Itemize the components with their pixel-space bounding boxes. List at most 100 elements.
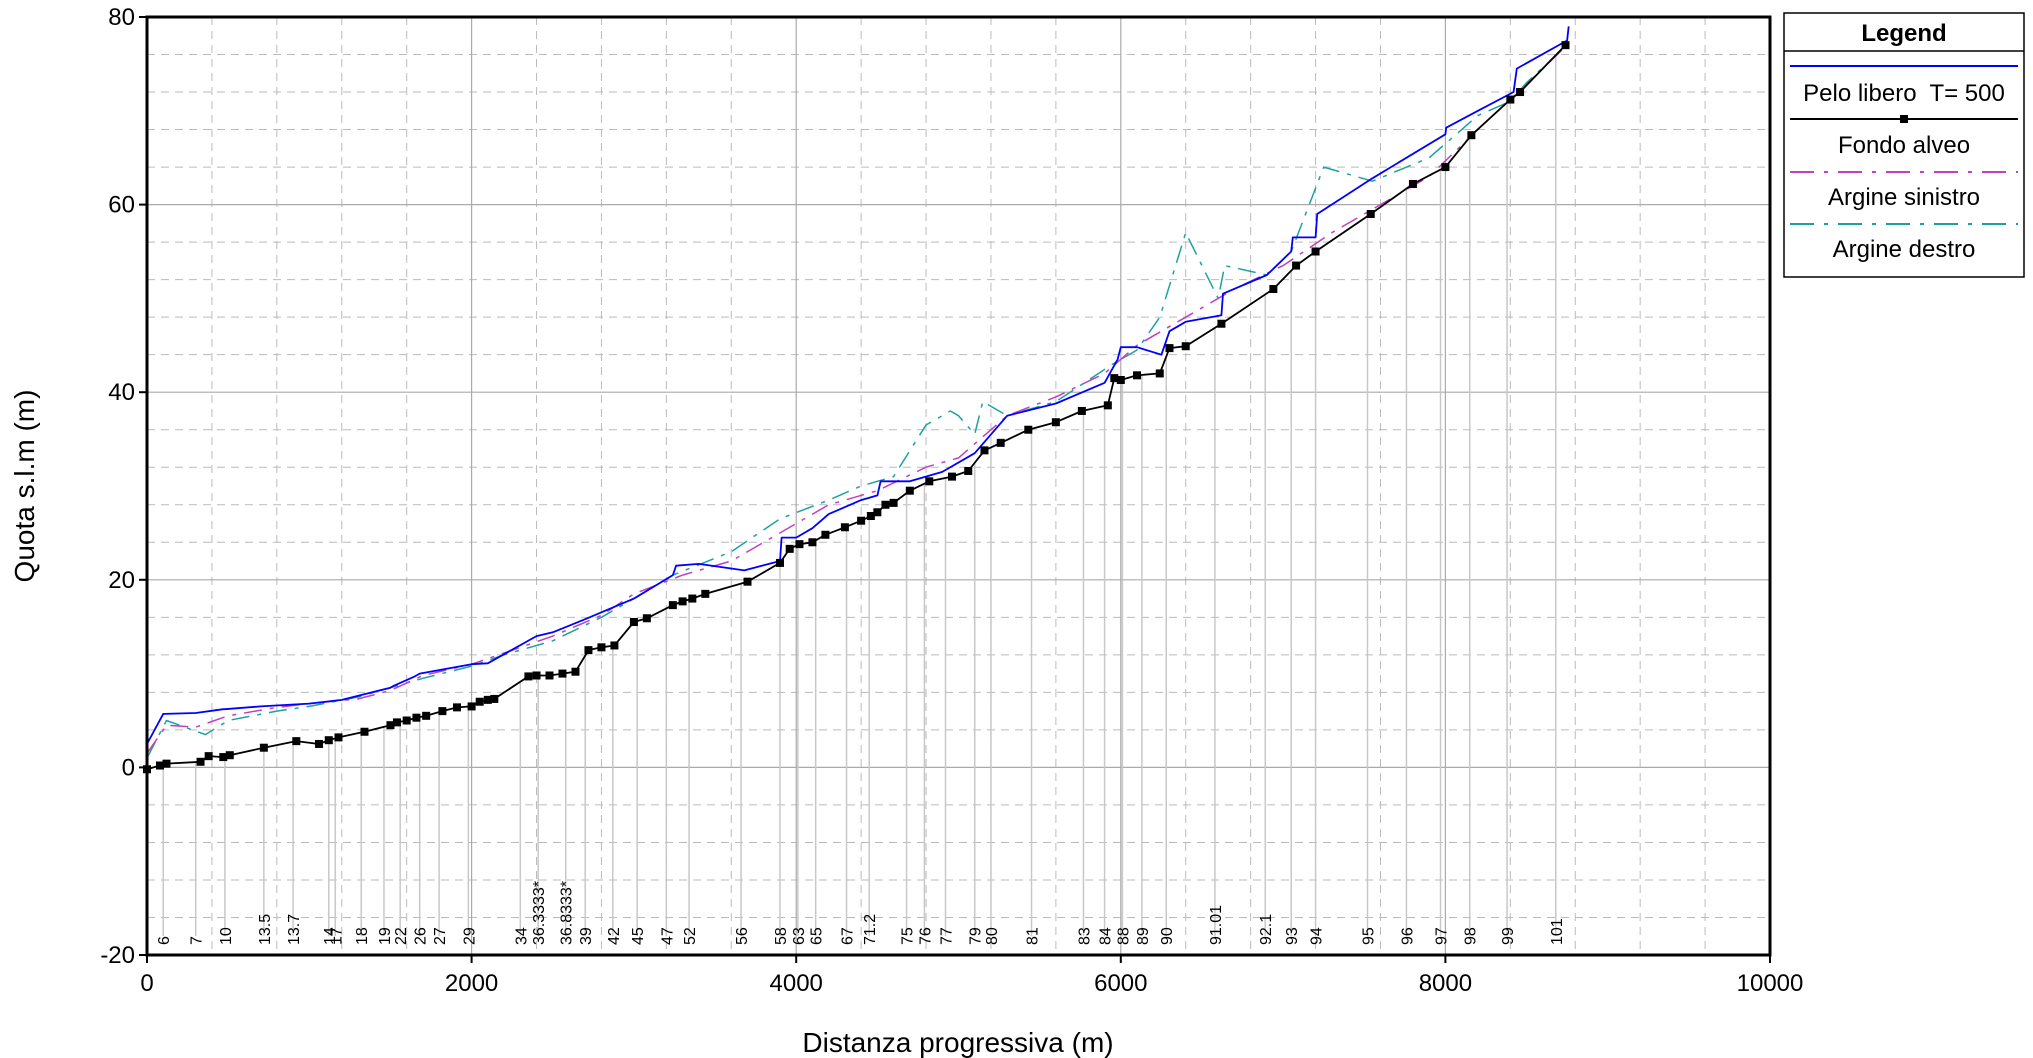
fondo-alveo-point [610, 641, 619, 650]
section-label: 36.8333* [559, 881, 576, 945]
fondo-alveo-point [668, 601, 677, 610]
section-label: 18 [354, 927, 371, 945]
fondo-alveo-point [964, 466, 973, 475]
legend-marker-fondo-alveo [1900, 115, 1908, 123]
section-label: 27 [432, 927, 449, 945]
fondo-alveo-point [532, 671, 541, 680]
x-axis-title: Distanza progressiva (m) [802, 1027, 1113, 1058]
fondo-alveo-point [925, 477, 934, 486]
fondo-alveo-point [558, 669, 567, 678]
fondo-alveo-point [1051, 418, 1060, 427]
fondo-alveo-point [597, 643, 606, 652]
fondo-alveo-point [475, 697, 484, 706]
fondo-alveo-point [1165, 344, 1174, 353]
fondo-alveo-point [1024, 425, 1033, 434]
section-label: 75 [900, 927, 917, 945]
fondo-alveo-point [196, 757, 205, 766]
fondo-alveo-point [386, 721, 395, 730]
fondo-alveo-point [821, 530, 830, 539]
fondo-alveo-point [1366, 209, 1375, 218]
legend-label-argine-destro: Argine destro [1833, 236, 1976, 263]
section-label: 90 [1159, 927, 1176, 945]
section-label: 99 [1500, 927, 1517, 945]
fondo-alveo-point [360, 727, 369, 736]
fondo-alveo-point [743, 577, 752, 586]
section-label: 91.01 [1208, 905, 1225, 945]
fondo-alveo-point [701, 589, 710, 598]
x-tick-label: 2000 [445, 970, 498, 997]
fondo-alveo-point [857, 516, 866, 525]
fondo-alveo-point [438, 707, 447, 716]
fondo-alveo-point [402, 716, 411, 725]
fondo-alveo-point [873, 508, 882, 517]
section-label: 76 [917, 927, 934, 945]
fondo-alveo-point [334, 733, 343, 742]
legend-label-argine-sinistro: Argine sinistro [1828, 184, 1980, 211]
fondo-alveo-point [1408, 179, 1417, 188]
legend-title: Legend [1861, 20, 1946, 47]
section-label: 80 [984, 927, 1001, 945]
section-label: 71.2 [862, 914, 879, 945]
fondo-alveo-point [292, 737, 301, 746]
x-tick-label: 8000 [1419, 970, 1472, 997]
section-label: 58 [773, 927, 790, 945]
fondo-alveo-point [204, 752, 213, 761]
section-label: 56 [734, 927, 751, 945]
fondo-alveo-point [1516, 88, 1525, 97]
section-label: 6 [156, 936, 173, 945]
fondo-alveo-point [1269, 285, 1278, 294]
fondo-alveo-point [996, 438, 1005, 447]
section-label: 84 [1098, 927, 1115, 945]
section-label: 89 [1135, 927, 1152, 945]
fondo-alveo-point [584, 646, 593, 655]
section-label: 81 [1025, 927, 1042, 945]
legend-label-pelo-libero: Pelo libero T= 500 [1803, 80, 2005, 107]
fondo-alveo-point [1467, 131, 1476, 140]
fondo-alveo-point [889, 498, 898, 507]
x-tick-label: 10000 [1737, 970, 1804, 997]
section-label: 88 [1115, 927, 1132, 945]
fondo-alveo-point [545, 671, 554, 680]
fondo-alveo-point [1110, 374, 1119, 383]
fondo-alveo-point [1506, 95, 1515, 104]
fondo-alveo-point [392, 718, 401, 727]
section-label: 79 [968, 927, 985, 945]
fondo-alveo-point [785, 544, 794, 553]
fondo-alveo-point [1155, 369, 1164, 378]
section-label: 96 [1399, 927, 1416, 945]
fondo-alveo-point [642, 614, 651, 623]
section-label: 67 [840, 927, 857, 945]
fondo-alveo-point [490, 694, 499, 703]
y-tick-label: 20 [108, 567, 135, 594]
fondo-alveo-point [866, 512, 875, 521]
y-tick-label: -20 [100, 942, 135, 969]
fondo-alveo-point [840, 523, 849, 532]
fondo-alveo-point [467, 702, 476, 711]
fondo-alveo-point [980, 446, 989, 455]
fondo-alveo-point [1077, 406, 1086, 415]
fondo-alveo-point [162, 759, 171, 768]
fondo-alveo-point [1217, 319, 1226, 328]
section-label: 52 [682, 927, 699, 945]
fondo-alveo-point [219, 753, 228, 762]
y-tick-label: 80 [108, 4, 135, 31]
fondo-alveo-point [155, 761, 164, 770]
series-argine-sinistro [146, 44, 1568, 754]
section-label: 94 [1309, 927, 1326, 945]
section-label: 83 [1076, 927, 1093, 945]
section-label: 92.1 [1258, 914, 1275, 945]
section-label: 13.7 [286, 914, 303, 945]
section-label: 13.5 [257, 914, 274, 945]
fondo-alveo-point [1292, 261, 1301, 270]
fondo-alveo-point [225, 751, 234, 760]
fondo-alveo-point [1441, 163, 1450, 172]
fondo-alveo-point [259, 743, 268, 752]
legend-box [1783, 12, 2025, 278]
fondo-alveo-point [775, 558, 784, 567]
section-label: 93 [1284, 927, 1301, 945]
section-label: 95 [1360, 927, 1377, 945]
y-tick-label: 40 [108, 379, 135, 406]
legend: Legend Pelo libero T= 500 Fondo alveo Ar… [1783, 12, 2025, 278]
fondo-alveo-point [948, 472, 957, 481]
